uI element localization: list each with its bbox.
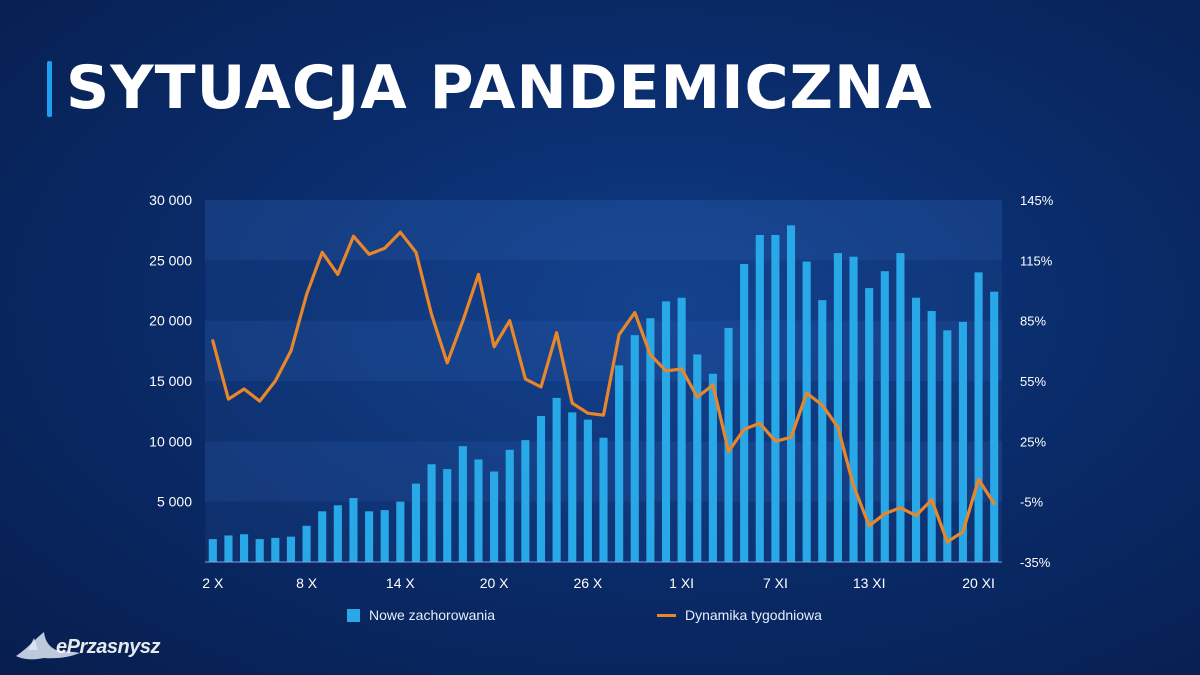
bar-new-cases [474,459,483,562]
eprzasnysz-logo-icon [16,632,80,660]
bar-new-cases [583,419,592,562]
bar-new-cases [880,271,889,562]
bar-new-cases [740,263,749,562]
bar-new-cases [677,297,686,562]
bar-new-cases [661,301,671,562]
bar-new-cases [240,534,249,562]
bar-new-cases [208,539,217,562]
bar-new-cases [974,272,983,562]
bar-new-cases [224,535,233,562]
bar-new-cases [365,511,374,562]
y-right-tick-label: -35% [1020,555,1051,570]
bar-new-cases [755,234,764,562]
bar-new-cases [271,537,280,562]
bar-new-cases [802,261,811,562]
bar-new-cases [849,256,858,562]
bar-new-cases [411,483,421,562]
bar-new-cases [255,539,264,562]
bar-new-cases [693,354,702,562]
x-tick-label: 26 X [573,575,602,591]
bar-new-cases [630,335,639,562]
logo-text: ePrzasnysz [56,636,160,658]
legend-item-bars: Nowe zachorowania [347,605,495,625]
title-accent-bar [47,61,52,117]
bar-new-cases [958,321,967,562]
y-left-tick-label: 15 000 [149,373,192,389]
bar-new-cases [833,253,842,563]
x-tick-label: 1 XI [669,575,694,591]
y-right-tick-label: 25% [1020,434,1046,449]
y-left-tick-label: 5 000 [157,494,192,510]
legend-swatch-bars [347,608,360,622]
bar-new-cases [896,253,905,563]
chart-band [205,200,1002,261]
line-weekly-dynamics [211,230,996,544]
x-tick-label: 20 X [480,575,509,591]
bar-new-cases [568,412,577,562]
bar-new-cases [865,288,874,562]
bar-new-cases [771,234,780,562]
x-tick-label: 8 X [296,575,318,591]
bar-new-cases [990,291,999,562]
y-left-tick-label: 30 000 [149,192,192,208]
x-tick-label: 14 X [386,575,415,591]
x-tick-label: 20 XI [962,575,995,591]
y-right-tick-label: 145% [1020,193,1054,208]
x-tick-label: 2 X [202,575,224,591]
bar-new-cases [380,510,389,562]
bar-new-cases [708,373,717,562]
bar-new-cases [458,446,467,562]
bar-new-cases [333,505,342,562]
y-right-tick-label: 115% [1020,253,1053,268]
page-title: SYTUACJA PANDEMICZNA [66,53,933,123]
bar-new-cases [427,464,436,562]
legend-swatch-line [657,613,676,617]
bar-new-cases [615,365,624,562]
bar-new-cases [552,397,561,562]
legend-label-line: Dynamika tygodniowa [685,607,822,623]
bar-new-cases [318,511,327,562]
bar-new-cases [818,300,827,562]
bar-new-cases [396,501,405,562]
x-tick-label: 7 XI [763,575,788,591]
y-right-tick-label: 85% [1020,314,1046,329]
y-left-tick-label: 10 000 [149,433,192,449]
bar-new-cases [943,330,952,562]
bar-new-cases [505,449,514,562]
bar-new-cases [536,415,546,562]
bar-new-cases [786,225,796,562]
bar-new-cases [443,469,452,562]
bar-new-cases [521,440,530,562]
bar-new-cases [927,311,936,562]
y-right-tick-label: -5% [1020,495,1044,510]
bar-new-cases [349,498,358,562]
bar-new-cases [490,471,499,562]
y-left-tick-label: 25 000 [149,252,192,268]
x-tick-label: 13 XI [853,575,886,591]
legend-item-line: Dynamika tygodniowa [657,605,822,625]
bar-new-cases [286,536,296,562]
bar-new-cases [599,437,608,562]
bar-new-cases [302,525,311,562]
bar-new-cases [911,297,921,562]
bar-new-cases [646,318,655,562]
y-left-tick-label: 20 000 [149,313,192,329]
legend-label-bars: Nowe zachorowania [369,607,496,623]
y-right-tick-label: 55% [1020,374,1046,389]
